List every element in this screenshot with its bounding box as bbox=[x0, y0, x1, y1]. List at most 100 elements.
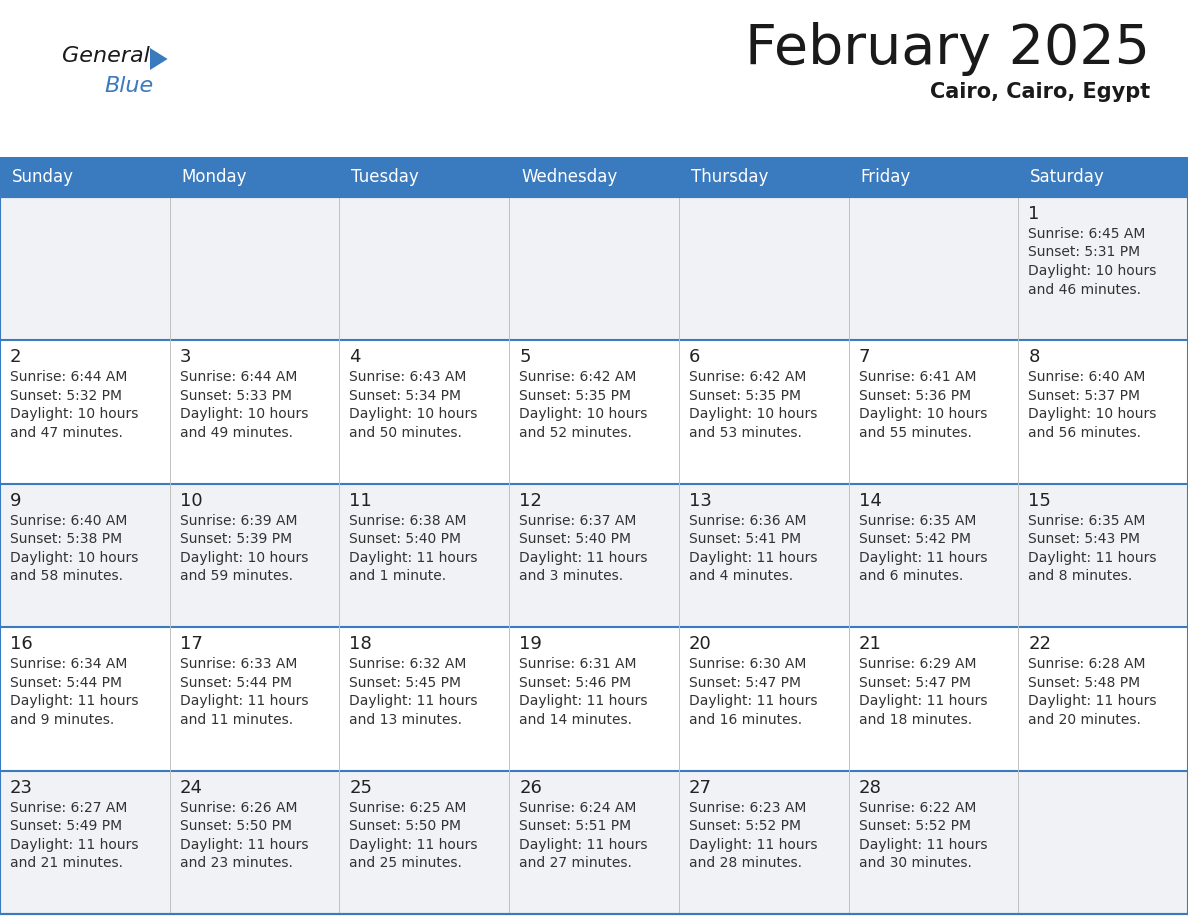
Text: Sunrise: 6:28 AM: Sunrise: 6:28 AM bbox=[1029, 657, 1145, 671]
Bar bbox=[678, 157, 848, 197]
Text: Sunrise: 6:40 AM: Sunrise: 6:40 AM bbox=[10, 514, 127, 528]
Text: and 9 minutes.: and 9 minutes. bbox=[10, 712, 114, 727]
Text: Daylight: 11 hours: Daylight: 11 hours bbox=[859, 551, 987, 565]
Bar bbox=[340, 627, 510, 770]
Text: Thursday: Thursday bbox=[691, 168, 769, 186]
Text: Sunset: 5:42 PM: Sunset: 5:42 PM bbox=[859, 532, 971, 546]
Text: Daylight: 11 hours: Daylight: 11 hours bbox=[349, 837, 478, 852]
Text: Daylight: 11 hours: Daylight: 11 hours bbox=[349, 551, 478, 565]
Text: and 52 minutes.: and 52 minutes. bbox=[519, 426, 632, 440]
Text: and 55 minutes.: and 55 minutes. bbox=[859, 426, 972, 440]
Text: Sunrise: 6:30 AM: Sunrise: 6:30 AM bbox=[689, 657, 807, 671]
Text: Daylight: 11 hours: Daylight: 11 hours bbox=[10, 694, 139, 708]
Text: Friday: Friday bbox=[860, 168, 911, 186]
Text: 10: 10 bbox=[179, 492, 202, 509]
Text: Sunrise: 6:34 AM: Sunrise: 6:34 AM bbox=[10, 657, 127, 671]
Bar bbox=[0, 627, 170, 770]
Text: and 49 minutes.: and 49 minutes. bbox=[179, 426, 292, 440]
Text: Sunset: 5:32 PM: Sunset: 5:32 PM bbox=[10, 389, 122, 403]
Text: Sunset: 5:52 PM: Sunset: 5:52 PM bbox=[859, 819, 971, 834]
Text: and 59 minutes.: and 59 minutes. bbox=[179, 569, 292, 583]
Text: Daylight: 11 hours: Daylight: 11 hours bbox=[179, 837, 308, 852]
Text: 7: 7 bbox=[859, 349, 870, 366]
Text: and 58 minutes.: and 58 minutes. bbox=[10, 569, 124, 583]
Bar bbox=[848, 770, 1018, 914]
Bar bbox=[170, 770, 340, 914]
Text: and 14 minutes.: and 14 minutes. bbox=[519, 712, 632, 727]
Text: Sunrise: 6:29 AM: Sunrise: 6:29 AM bbox=[859, 657, 977, 671]
Text: 6: 6 bbox=[689, 349, 700, 366]
Text: 19: 19 bbox=[519, 635, 542, 654]
Text: Sunrise: 6:35 AM: Sunrise: 6:35 AM bbox=[1029, 514, 1145, 528]
Text: Cairo, Cairo, Egypt: Cairo, Cairo, Egypt bbox=[930, 82, 1150, 102]
Text: Sunrise: 6:31 AM: Sunrise: 6:31 AM bbox=[519, 657, 637, 671]
Text: Sunset: 5:37 PM: Sunset: 5:37 PM bbox=[1029, 389, 1140, 403]
Text: Daylight: 10 hours: Daylight: 10 hours bbox=[1029, 264, 1157, 278]
Text: and 27 minutes.: and 27 minutes. bbox=[519, 856, 632, 870]
Text: 16: 16 bbox=[10, 635, 33, 654]
Text: Sunrise: 6:24 AM: Sunrise: 6:24 AM bbox=[519, 800, 637, 814]
Text: Sunset: 5:43 PM: Sunset: 5:43 PM bbox=[1029, 532, 1140, 546]
Text: and 56 minutes.: and 56 minutes. bbox=[1029, 426, 1142, 440]
Bar bbox=[340, 770, 510, 914]
Text: and 53 minutes.: and 53 minutes. bbox=[689, 426, 802, 440]
Text: Blue: Blue bbox=[105, 76, 153, 96]
Text: 2: 2 bbox=[10, 349, 21, 366]
Bar bbox=[510, 627, 678, 770]
Text: Sunrise: 6:35 AM: Sunrise: 6:35 AM bbox=[859, 514, 977, 528]
Text: Tuesday: Tuesday bbox=[352, 168, 419, 186]
Text: Sunrise: 6:42 AM: Sunrise: 6:42 AM bbox=[519, 370, 637, 385]
Text: Sunrise: 6:23 AM: Sunrise: 6:23 AM bbox=[689, 800, 807, 814]
Bar bbox=[1018, 484, 1188, 627]
Bar bbox=[510, 341, 678, 484]
Bar bbox=[170, 157, 340, 197]
Text: 22: 22 bbox=[1029, 635, 1051, 654]
Text: Daylight: 11 hours: Daylight: 11 hours bbox=[689, 694, 817, 708]
Text: Sunset: 5:33 PM: Sunset: 5:33 PM bbox=[179, 389, 292, 403]
Text: 25: 25 bbox=[349, 778, 372, 797]
Text: Sunday: Sunday bbox=[12, 168, 74, 186]
Text: Sunset: 5:50 PM: Sunset: 5:50 PM bbox=[179, 819, 292, 834]
Text: and 25 minutes.: and 25 minutes. bbox=[349, 856, 462, 870]
Text: Sunset: 5:39 PM: Sunset: 5:39 PM bbox=[179, 532, 292, 546]
Text: Daylight: 11 hours: Daylight: 11 hours bbox=[859, 694, 987, 708]
Text: General: General bbox=[62, 46, 150, 66]
Text: Saturday: Saturday bbox=[1030, 168, 1105, 186]
Bar bbox=[0, 157, 170, 197]
Text: Monday: Monday bbox=[182, 168, 247, 186]
Text: Daylight: 11 hours: Daylight: 11 hours bbox=[519, 551, 647, 565]
Text: Sunrise: 6:36 AM: Sunrise: 6:36 AM bbox=[689, 514, 807, 528]
Text: Sunset: 5:38 PM: Sunset: 5:38 PM bbox=[10, 532, 122, 546]
Text: Sunrise: 6:37 AM: Sunrise: 6:37 AM bbox=[519, 514, 637, 528]
Text: Sunset: 5:46 PM: Sunset: 5:46 PM bbox=[519, 676, 631, 689]
Text: Daylight: 10 hours: Daylight: 10 hours bbox=[10, 408, 138, 421]
Text: Sunrise: 6:44 AM: Sunrise: 6:44 AM bbox=[179, 370, 297, 385]
Bar bbox=[510, 484, 678, 627]
Bar bbox=[1018, 341, 1188, 484]
Text: 23: 23 bbox=[10, 778, 33, 797]
Bar bbox=[848, 157, 1018, 197]
Text: Sunrise: 6:42 AM: Sunrise: 6:42 AM bbox=[689, 370, 807, 385]
Text: Daylight: 11 hours: Daylight: 11 hours bbox=[179, 694, 308, 708]
Text: and 18 minutes.: and 18 minutes. bbox=[859, 712, 972, 727]
Bar bbox=[848, 197, 1018, 341]
Text: and 47 minutes.: and 47 minutes. bbox=[10, 426, 122, 440]
Bar bbox=[510, 197, 678, 341]
Text: Daylight: 11 hours: Daylight: 11 hours bbox=[689, 551, 817, 565]
Text: Daylight: 11 hours: Daylight: 11 hours bbox=[519, 694, 647, 708]
Text: Sunrise: 6:45 AM: Sunrise: 6:45 AM bbox=[1029, 227, 1145, 241]
Text: Daylight: 11 hours: Daylight: 11 hours bbox=[519, 837, 647, 852]
Text: Sunrise: 6:38 AM: Sunrise: 6:38 AM bbox=[349, 514, 467, 528]
Text: Sunset: 5:52 PM: Sunset: 5:52 PM bbox=[689, 819, 801, 834]
Text: 13: 13 bbox=[689, 492, 712, 509]
Text: Sunset: 5:40 PM: Sunset: 5:40 PM bbox=[519, 532, 631, 546]
Text: 1: 1 bbox=[1029, 205, 1040, 223]
Text: 28: 28 bbox=[859, 778, 881, 797]
Text: 21: 21 bbox=[859, 635, 881, 654]
Text: 14: 14 bbox=[859, 492, 881, 509]
Text: and 23 minutes.: and 23 minutes. bbox=[179, 856, 292, 870]
Text: Sunrise: 6:39 AM: Sunrise: 6:39 AM bbox=[179, 514, 297, 528]
Text: 27: 27 bbox=[689, 778, 712, 797]
Text: February 2025: February 2025 bbox=[745, 22, 1150, 76]
Text: and 8 minutes.: and 8 minutes. bbox=[1029, 569, 1132, 583]
